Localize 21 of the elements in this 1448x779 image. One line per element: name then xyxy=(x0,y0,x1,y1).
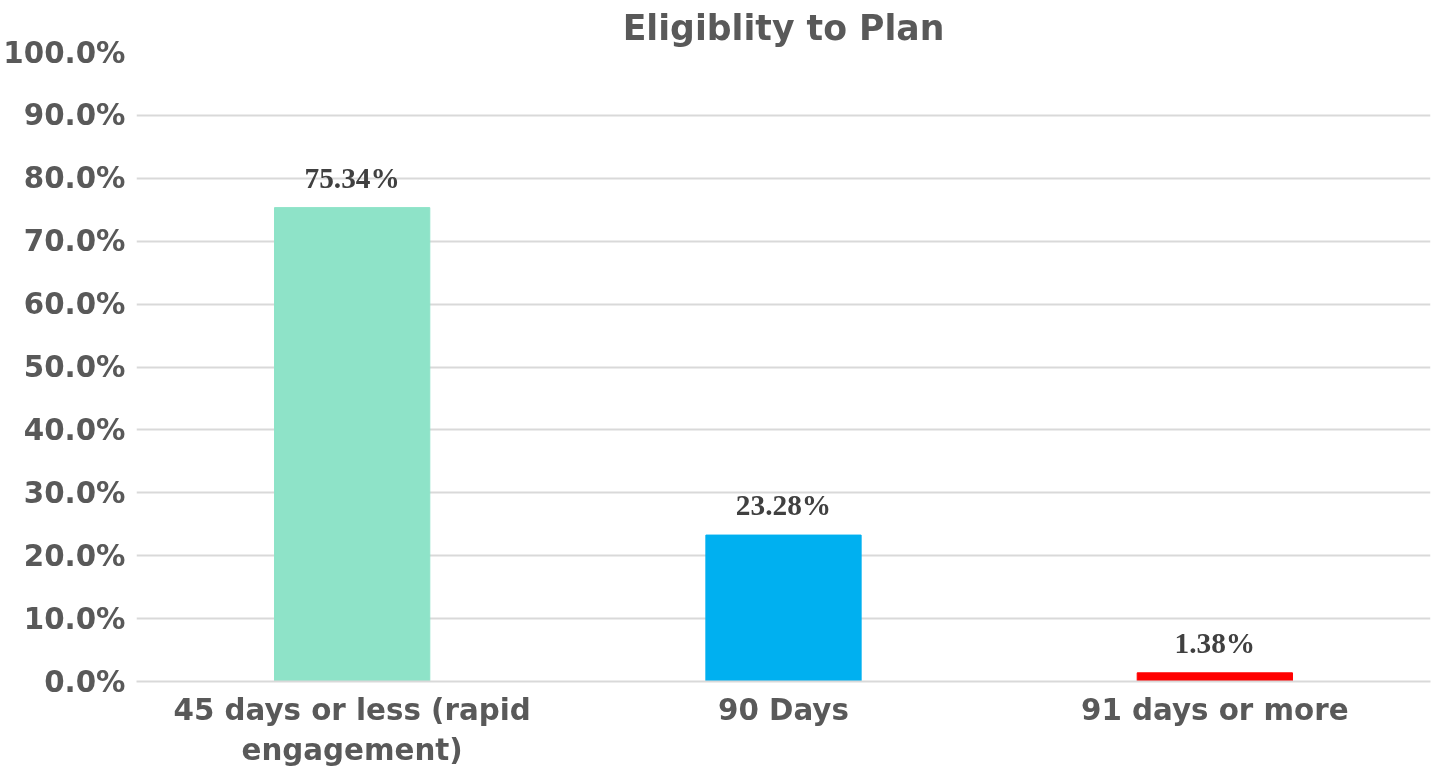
y-tick-label: 20.0% xyxy=(23,538,126,573)
x-tick-label: 91 days or more xyxy=(1081,692,1349,727)
bar xyxy=(1136,672,1293,682)
data-label: 23.28% xyxy=(735,489,832,522)
y-tick-label: 80.0% xyxy=(23,161,126,196)
data-label: 1.38% xyxy=(1174,626,1256,659)
y-tick-label: 40.0% xyxy=(23,412,126,447)
y-tick-label: 100.0% xyxy=(3,35,126,70)
y-tick-label: 90.0% xyxy=(23,98,126,133)
x-tick-label: 90 Days xyxy=(718,692,849,727)
y-tick-label: 30.0% xyxy=(23,475,126,510)
y-tick-label: 0.0% xyxy=(44,664,126,699)
y-tick-label: 10.0% xyxy=(23,601,126,636)
data-label: 75.34% xyxy=(304,161,400,194)
chart-title: Eligiblity to Plan xyxy=(622,7,945,48)
bar xyxy=(705,534,862,682)
y-tick-label: 70.0% xyxy=(23,224,126,259)
y-tick-label: 60.0% xyxy=(23,287,126,322)
bar xyxy=(274,207,431,682)
y-tick-label: 50.0% xyxy=(23,350,126,384)
x-tick-label: 45 days or less (rapid engagement) xyxy=(173,692,531,768)
